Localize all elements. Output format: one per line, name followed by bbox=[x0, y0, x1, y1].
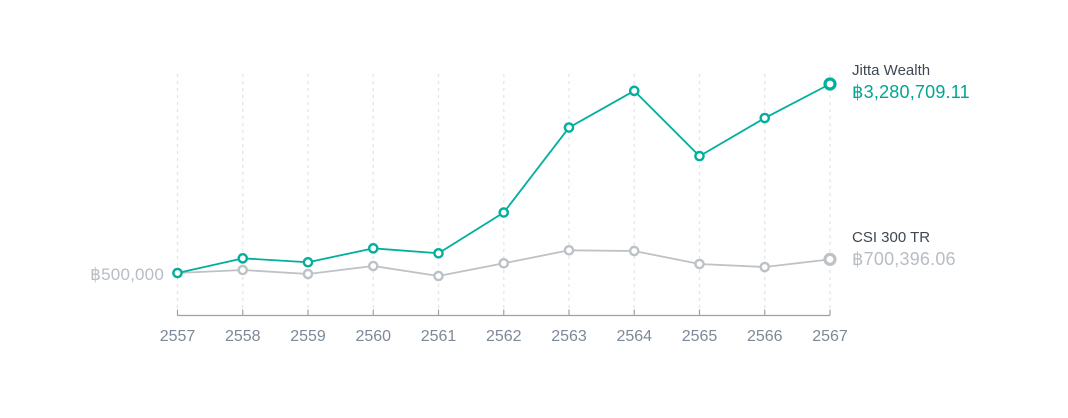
csi-300-tr-point-2560[interactable] bbox=[367, 260, 379, 272]
csi-300-tr-point-2558[interactable] bbox=[237, 264, 249, 276]
csi-300-tr-point-2566[interactable] bbox=[759, 261, 771, 273]
x-axis-label: 2567 bbox=[812, 328, 848, 345]
x-axis-label: 2566 bbox=[747, 328, 783, 345]
baseline-value-label: ฿500,000 bbox=[90, 265, 164, 284]
x-axis-label: 2558 bbox=[225, 328, 261, 345]
x-axis-label: 2560 bbox=[355, 328, 391, 345]
csi-300-tr-point-2564[interactable] bbox=[628, 245, 640, 257]
csi-300-tr-point-2563[interactable] bbox=[563, 244, 575, 256]
x-axis-label: 2565 bbox=[682, 328, 718, 345]
jitta-wealth-point-2564[interactable] bbox=[628, 85, 640, 97]
jitta-wealth-point-2559[interactable] bbox=[302, 256, 314, 268]
jitta-wealth-point-2560[interactable] bbox=[367, 243, 379, 254]
csi-300-tr-point-2559[interactable] bbox=[302, 268, 314, 280]
jitta-wealth-series-name: Jitta Wealth bbox=[852, 62, 931, 79]
x-axis-label: 2562 bbox=[486, 328, 522, 345]
x-axis-label: 2563 bbox=[551, 328, 587, 345]
x-axis-label: 2559 bbox=[290, 328, 326, 345]
jitta-wealth-point-2562[interactable] bbox=[498, 207, 510, 218]
csi-300-tr-point-2567[interactable] bbox=[823, 252, 837, 266]
jitta-wealth-point-2561[interactable] bbox=[433, 247, 444, 259]
csi-300-tr-point-2565[interactable] bbox=[694, 258, 705, 270]
jitta-wealth-point-2565[interactable] bbox=[694, 150, 705, 162]
csi-300-tr-point-2562[interactable] bbox=[498, 257, 510, 269]
csi-300-tr-legend: CSI 300 TR ฿700,396.06 bbox=[852, 228, 956, 271]
x-axis-label: 2564 bbox=[616, 328, 652, 345]
jitta-wealth-point-2557[interactable] bbox=[172, 267, 183, 279]
jitta-wealth-point-2566[interactable] bbox=[759, 112, 771, 124]
x-axis-label: 2561 bbox=[421, 328, 457, 345]
jitta-wealth-point-2563[interactable] bbox=[563, 122, 575, 133]
jitta-wealth-series-value: ฿3,280,709.11 bbox=[852, 82, 970, 102]
jitta-wealth-point-2567[interactable] bbox=[823, 77, 837, 91]
x-axis-label: 2557 bbox=[160, 328, 196, 345]
csi-300-tr-point-2561[interactable] bbox=[433, 270, 444, 282]
jitta-wealth-legend: Jitta Wealth ฿3,280,709.11 bbox=[852, 61, 970, 104]
csi-300-tr-series-name: CSI 300 TR bbox=[852, 229, 931, 246]
csi-300-tr-series-value: ฿700,396.06 bbox=[852, 249, 956, 269]
jitta-wealth-point-2558[interactable] bbox=[237, 253, 249, 264]
